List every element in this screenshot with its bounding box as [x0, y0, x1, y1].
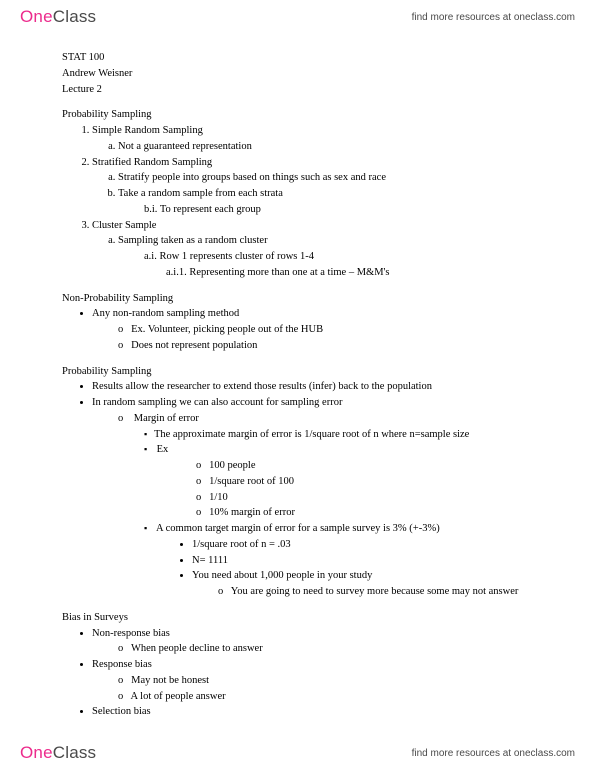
list-item: 1/10: [196, 490, 545, 506]
item-text: A common target margin of error for a sa…: [156, 523, 440, 534]
list-item: 100 people: [196, 458, 545, 474]
sub-list: 1/square root of n = .03 N= 1111 You nee…: [144, 537, 545, 600]
list-item: Row 1 represents cluster of rows 1-4: [118, 249, 545, 265]
item-text: Response bias: [92, 659, 152, 670]
sub-list: Ex. Volunteer, picking people out of the…: [92, 322, 545, 354]
list-item: Results allow the researcher to extend t…: [92, 379, 545, 395]
item-text: The approximate margin of error is 1/squ…: [154, 429, 469, 440]
brand-logo: OneClass: [20, 743, 96, 763]
list-item: A common target margin of error for a sa…: [144, 521, 545, 600]
list-item: You need about 1,000 people in your stud…: [192, 568, 545, 600]
author-name: Andrew Weisner: [62, 66, 545, 82]
list-item: Representing more than one at a time – M…: [118, 265, 545, 281]
bullet-list: Results allow the researcher to extend t…: [62, 379, 545, 600]
item-text: Non-response bias: [92, 628, 170, 639]
item-text: Row 1 represents cluster of rows 1-4: [159, 251, 314, 262]
section-title: Probability Sampling: [62, 107, 545, 123]
item-text: 10% margin of error: [209, 507, 295, 518]
item-text: Sampling taken as a random cluster: [118, 235, 268, 246]
item-text: Margin of error: [134, 413, 199, 424]
item-text: Stratified Random Sampling: [92, 157, 212, 168]
item-text: Any non-random sampling method: [92, 308, 239, 319]
list-item: Stratified Random Sampling Stratify peop…: [92, 155, 545, 218]
list-item: In random sampling we can also account f…: [92, 395, 545, 600]
list-item: Selection bias: [92, 704, 545, 720]
bullet-list: Non-response bias When people decline to…: [62, 626, 545, 721]
sub-list: 100 people 1/square root of 100 1/10 10%…: [144, 458, 545, 521]
list-item: Response bias May not be honest A lot of…: [92, 657, 545, 704]
sub-list: Margin of error The approximate margin o…: [92, 411, 545, 600]
list-item: Ex 100 people 1/square root of 100 1/10 …: [144, 442, 545, 521]
footer-bar: OneClass find more resources at oneclass…: [0, 736, 595, 770]
item-text: Cluster Sample: [92, 220, 156, 231]
item-text: 1/10: [209, 492, 228, 503]
sub-list: May not be honest A lot of people answer: [92, 673, 545, 705]
list-item: The approximate margin of error is 1/squ…: [144, 427, 545, 443]
section-title: Non-Probability Sampling: [62, 291, 545, 307]
footer-cta-link[interactable]: find more resources at oneclass.com: [412, 748, 575, 759]
list-item: Simple Random Sampling Not a guaranteed …: [92, 123, 545, 155]
list-item: You are going to need to survey more bec…: [218, 584, 545, 600]
list-item: Take a random sample from each strata To…: [118, 186, 545, 218]
list-item: May not be honest: [118, 673, 545, 689]
sub-list: You are going to need to survey more bec…: [192, 584, 545, 600]
item-text: May not be honest: [131, 675, 209, 686]
sub-list: Sampling taken as a random cluster Row 1…: [92, 233, 545, 280]
ordered-list: Simple Random Sampling Not a guaranteed …: [62, 123, 545, 281]
item-text: You are going to need to survey more bec…: [231, 586, 519, 597]
list-item: Any non-random sampling method Ex. Volun…: [92, 306, 545, 353]
sub-list: The approximate margin of error is 1/squ…: [118, 427, 545, 600]
lecture-number: Lecture 2: [62, 82, 545, 98]
list-item: Does not represent population: [118, 338, 545, 354]
item-text: 1/square root of 100: [209, 476, 294, 487]
brand-class: Class: [53, 7, 97, 26]
item-text: To represent each group: [160, 204, 261, 215]
item-text: You need about 1,000 people in your stud…: [192, 570, 372, 581]
brand-logo: OneClass: [20, 7, 96, 27]
list-item: N= 1111: [192, 553, 545, 569]
item-text: Representing more than one at a time – M…: [189, 267, 389, 278]
course-code: STAT 100: [62, 50, 545, 66]
list-item: Stratify people into groups based on thi…: [118, 170, 545, 186]
item-text: In random sampling we can also account f…: [92, 397, 342, 408]
item-text: Take a random sample from each strata: [118, 188, 283, 199]
list-item: To represent each group: [118, 202, 545, 218]
list-item: A lot of people answer: [118, 689, 545, 705]
header-cta-link[interactable]: find more resources at oneclass.com: [412, 12, 575, 23]
list-item: Not a guaranteed representation: [118, 139, 545, 155]
item-text: 100 people: [209, 460, 255, 471]
list-item: Sampling taken as a random cluster Row 1…: [118, 233, 545, 280]
list-item: 1/square root of 100: [196, 474, 545, 490]
section-title: Bias in Surveys: [62, 610, 545, 626]
list-item: Ex. Volunteer, picking people out of the…: [118, 322, 545, 338]
doc-header: STAT 100 Andrew Weisner Lecture 2: [62, 50, 545, 97]
brand-class: Class: [53, 743, 97, 762]
item-text: A lot of people answer: [131, 691, 226, 702]
list-item: 10% margin of error: [196, 505, 545, 521]
header-bar: OneClass find more resources at oneclass…: [0, 0, 595, 34]
bullet-list: Any non-random sampling method Ex. Volun…: [62, 306, 545, 353]
item-text: Simple Random Sampling: [92, 125, 203, 136]
item-text: Ex. Volunteer, picking people out of the…: [131, 324, 323, 335]
brand-one: One: [20, 7, 53, 26]
document-body: STAT 100 Andrew Weisner Lecture 2 Probab…: [62, 50, 545, 720]
list-item: Margin of error The approximate margin o…: [118, 411, 545, 600]
brand-one: One: [20, 743, 53, 762]
list-item: Non-response bias When people decline to…: [92, 626, 545, 658]
list-item: When people decline to answer: [118, 641, 545, 657]
item-text: When people decline to answer: [131, 643, 263, 654]
sub-list: When people decline to answer: [92, 641, 545, 657]
section-title: Probability Sampling: [62, 364, 545, 380]
sub-list: Stratify people into groups based on thi…: [92, 170, 545, 217]
list-item: Cluster Sample Sampling taken as a rando…: [92, 218, 545, 281]
item-text: Does not represent population: [131, 340, 257, 351]
item-text: Ex: [157, 444, 169, 455]
list-item: 1/square root of n = .03: [192, 537, 545, 553]
sub-list: Not a guaranteed representation: [92, 139, 545, 155]
